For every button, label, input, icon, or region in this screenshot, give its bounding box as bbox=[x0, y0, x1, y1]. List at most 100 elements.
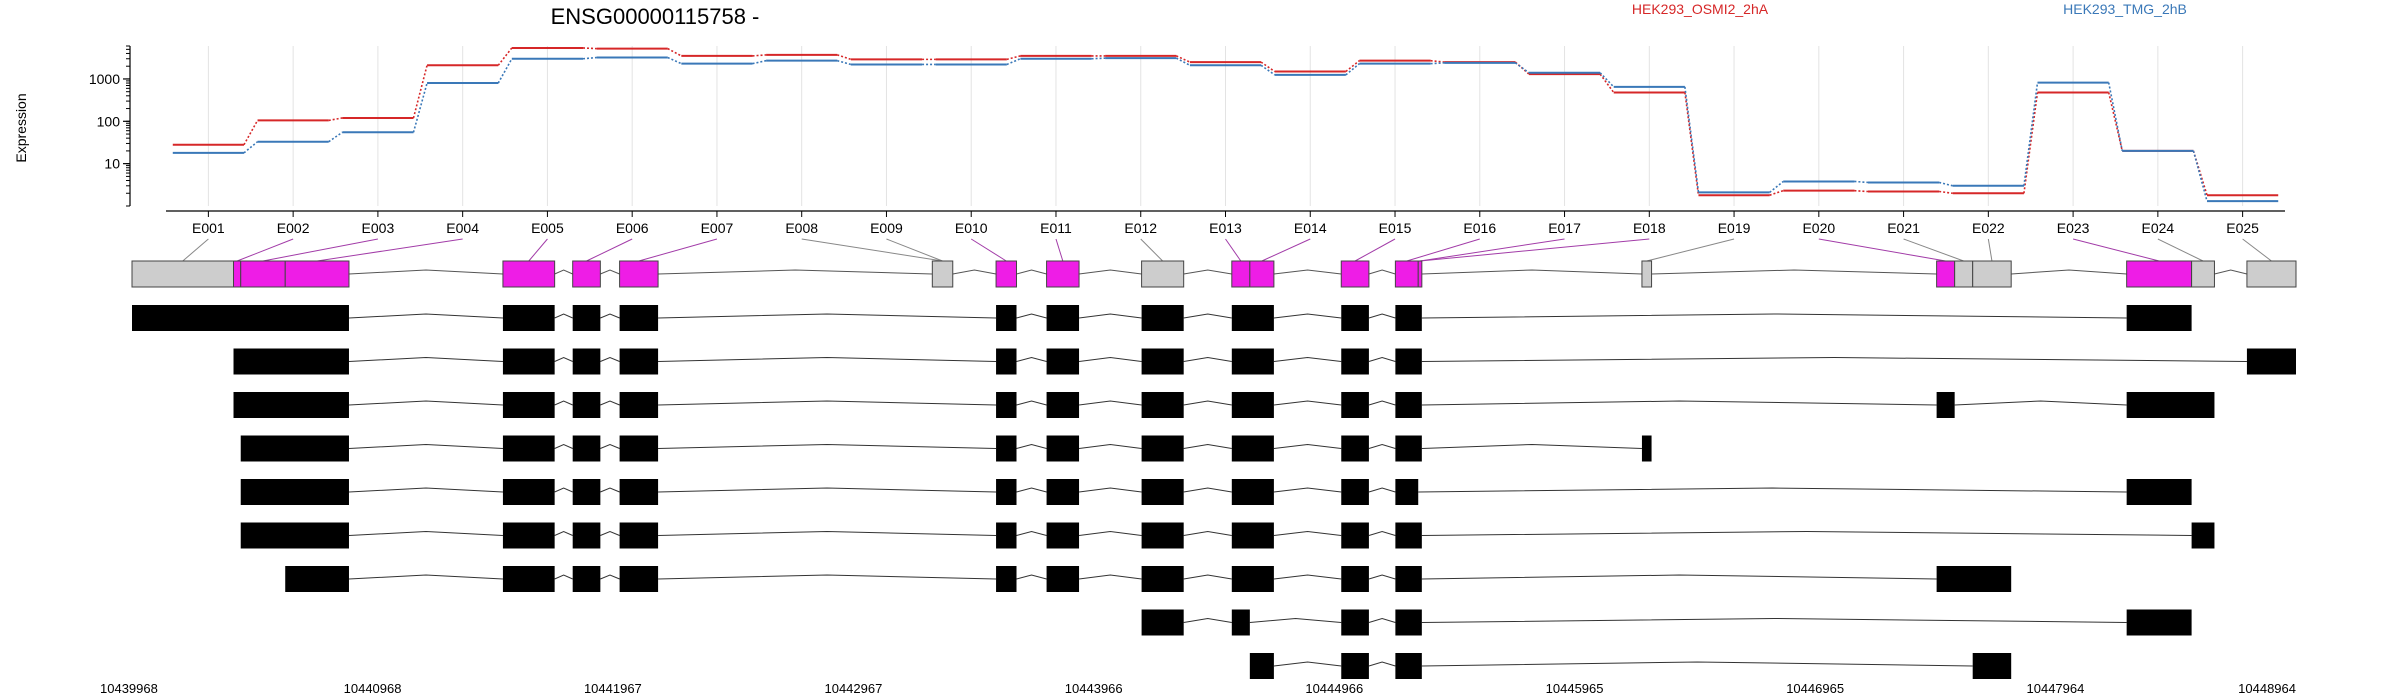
transcript-exon bbox=[1141, 392, 1184, 418]
transcripts bbox=[132, 305, 2296, 679]
exon-label: E017 bbox=[1548, 220, 1581, 236]
transcript-exon bbox=[619, 522, 659, 549]
series-connector bbox=[243, 120, 259, 146]
transcript-exon bbox=[1341, 392, 1369, 418]
series-connector bbox=[1769, 180, 1784, 193]
series-connector bbox=[1939, 190, 1953, 195]
transcript-intron bbox=[600, 530, 620, 536]
exon-connector bbox=[2242, 238, 2272, 262]
transcript-intron bbox=[658, 313, 997, 319]
transcript-exon bbox=[572, 435, 601, 462]
transcript-exon bbox=[1641, 435, 1652, 462]
transcript-intron bbox=[1183, 356, 1232, 362]
series-connector bbox=[752, 59, 767, 65]
transcript-intron bbox=[348, 530, 503, 536]
transcript-intron bbox=[658, 530, 997, 536]
transcript-intron bbox=[554, 574, 573, 580]
transcript-intron bbox=[1016, 356, 1047, 362]
transcript-exon bbox=[240, 435, 349, 462]
transcript-exon bbox=[1341, 522, 1369, 549]
transcript-exon bbox=[1341, 479, 1369, 505]
exon-label: E018 bbox=[1633, 220, 1666, 236]
transcript-exon bbox=[572, 566, 601, 592]
exon-connector bbox=[1225, 238, 1242, 262]
exon-label: E005 bbox=[531, 220, 564, 236]
genome-coordinate-label: 10448964 bbox=[2238, 681, 2296, 696]
transcript-intron bbox=[1273, 400, 1342, 406]
transcript-exon bbox=[502, 522, 555, 549]
transcript-intron bbox=[600, 443, 620, 449]
transcript-intron bbox=[1368, 617, 1396, 623]
exon-label: E019 bbox=[1718, 220, 1751, 236]
transcript-intron bbox=[348, 574, 503, 580]
series-connector bbox=[667, 47, 682, 57]
exon-label: E011 bbox=[1040, 220, 1072, 236]
series-connector bbox=[497, 47, 513, 66]
intron-line bbox=[1273, 269, 1342, 275]
transcript-intron bbox=[1368, 313, 1396, 319]
intron-line bbox=[1078, 269, 1142, 275]
transcript-intron bbox=[1016, 574, 1047, 580]
intron-line bbox=[1651, 269, 1937, 275]
exon-connector bbox=[182, 238, 209, 262]
series-connector bbox=[667, 56, 682, 65]
transcript-intron bbox=[600, 487, 620, 493]
transcript-intron bbox=[1016, 443, 1047, 449]
exon-box bbox=[1972, 260, 2012, 288]
transcript-exon bbox=[619, 479, 659, 505]
transcript-exon bbox=[502, 435, 555, 462]
transcript-intron bbox=[1421, 661, 1973, 667]
exon-connector bbox=[1354, 238, 1396, 262]
series-connector bbox=[837, 54, 852, 61]
exon-box bbox=[2246, 260, 2297, 288]
transcript-intron bbox=[1016, 400, 1047, 406]
genome-coordinate-label: 10440968 bbox=[344, 681, 402, 696]
transcript-intron bbox=[1273, 661, 1342, 667]
series-connector bbox=[2023, 92, 2039, 194]
exon-connector bbox=[2157, 238, 2204, 262]
exon-box bbox=[2126, 260, 2193, 288]
transcript-exon bbox=[1249, 653, 1274, 679]
y-tick-label: 100 bbox=[97, 113, 121, 129]
transcript-exon bbox=[996, 566, 1017, 592]
transcript-exon bbox=[1046, 522, 1080, 549]
series-connector bbox=[1854, 180, 1869, 184]
genome-coordinate-label: 10444966 bbox=[1305, 681, 1363, 696]
transcript-exon bbox=[1936, 392, 1955, 418]
y-axis: 10 100 1000 bbox=[89, 45, 131, 207]
exon-label: E008 bbox=[785, 220, 818, 236]
exon-connector bbox=[970, 238, 1007, 262]
exon-label: E023 bbox=[2057, 220, 2090, 236]
x-axis: E001 E002 E003 E004 E005 E006 E007 E008 E009 E010… bbox=[166, 210, 2285, 236]
transcript-exon bbox=[2246, 348, 2296, 375]
transcript-exon bbox=[996, 522, 1017, 549]
transcript-intron bbox=[1078, 530, 1142, 536]
exon-box bbox=[995, 260, 1018, 288]
transcript-intron bbox=[348, 313, 503, 319]
transcript-intron bbox=[1421, 313, 2127, 319]
exon-connector bbox=[1818, 238, 1946, 262]
intron-line bbox=[600, 269, 620, 275]
transcript-exon bbox=[2191, 522, 2215, 549]
transcript-intron bbox=[1368, 530, 1396, 536]
transcript-intron bbox=[600, 574, 620, 580]
transcript-exon bbox=[1231, 392, 1274, 418]
series-connector bbox=[243, 141, 259, 154]
exon-box bbox=[1249, 260, 1275, 288]
exon-label: E003 bbox=[362, 220, 395, 236]
transcript-intron bbox=[658, 574, 997, 580]
transcript-intron bbox=[1368, 574, 1396, 580]
transcript-exon bbox=[285, 566, 349, 592]
transcript-intron bbox=[1183, 487, 1232, 493]
exon-connectors bbox=[182, 238, 2272, 262]
transcript-intron bbox=[1368, 356, 1396, 362]
exon-label: E010 bbox=[955, 220, 988, 236]
transcript-exon bbox=[2126, 609, 2192, 636]
transcript-exon bbox=[1395, 522, 1422, 549]
exon-connector bbox=[586, 238, 633, 262]
transcript-exon bbox=[502, 348, 555, 375]
transcript-exon bbox=[1395, 435, 1422, 462]
y-axis-label: Expression bbox=[13, 93, 29, 162]
transcript-exon bbox=[996, 435, 1017, 462]
